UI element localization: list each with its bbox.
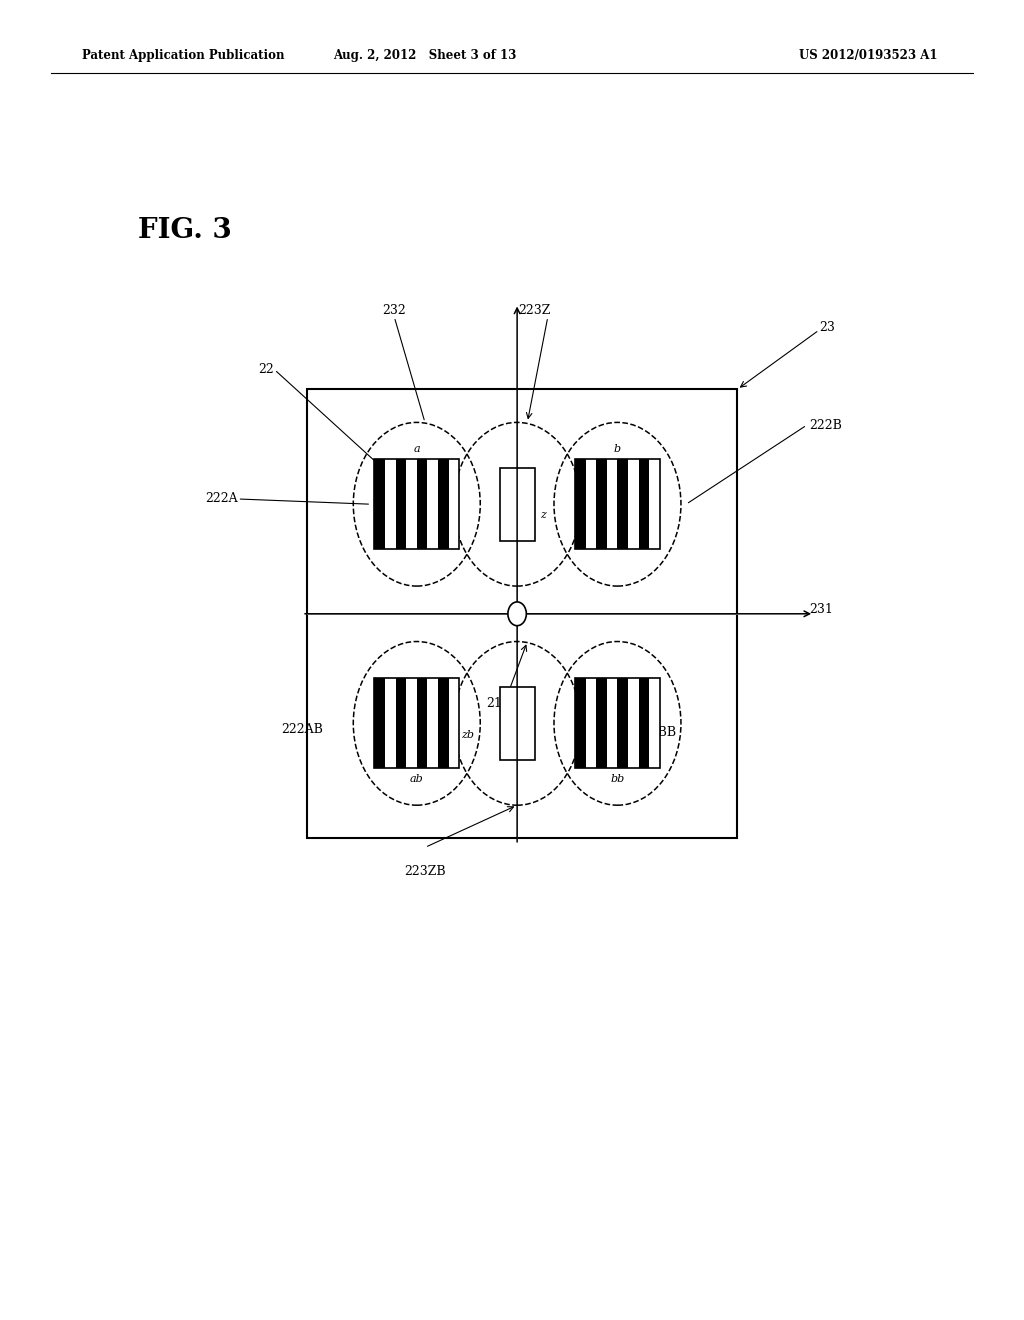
Text: z: z <box>540 510 546 520</box>
Bar <box>575 678 659 768</box>
Bar <box>575 459 659 549</box>
Text: 21: 21 <box>486 697 503 710</box>
Bar <box>395 678 407 768</box>
Bar <box>375 459 385 549</box>
Bar <box>617 678 628 768</box>
Bar <box>575 678 659 768</box>
Bar <box>639 459 649 549</box>
Bar <box>417 678 427 768</box>
Text: 222A: 222A <box>205 492 238 506</box>
Bar <box>375 459 460 549</box>
Text: FIG. 3: FIG. 3 <box>138 218 232 244</box>
Text: Aug. 2, 2012   Sheet 3 of 13: Aug. 2, 2012 Sheet 3 of 13 <box>333 49 517 62</box>
Text: 223Z: 223Z <box>518 304 551 317</box>
Text: zb: zb <box>462 730 474 741</box>
Bar <box>575 678 586 768</box>
Text: 223ZB: 223ZB <box>404 865 445 878</box>
Bar <box>500 686 535 759</box>
Text: 23: 23 <box>819 321 836 334</box>
Text: ab: ab <box>410 774 424 784</box>
Bar <box>375 678 460 768</box>
Text: 222B: 222B <box>809 418 842 432</box>
Text: 222AB: 222AB <box>282 723 323 737</box>
Bar <box>575 459 586 549</box>
Text: US 2012/0193523 A1: US 2012/0193523 A1 <box>799 49 937 62</box>
Bar <box>500 467 535 541</box>
Bar <box>596 459 607 549</box>
Text: a: a <box>414 444 420 454</box>
Text: 22: 22 <box>259 363 274 376</box>
Text: Patent Application Publication: Patent Application Publication <box>82 49 285 62</box>
Circle shape <box>508 602 526 626</box>
Bar <box>375 678 385 768</box>
Bar <box>438 459 449 549</box>
Bar <box>639 678 649 768</box>
Bar <box>575 459 659 549</box>
Bar <box>307 389 737 838</box>
Text: 232: 232 <box>382 304 407 317</box>
Bar <box>617 459 628 549</box>
Text: 222BB: 222BB <box>634 726 677 739</box>
Text: bb: bb <box>610 774 625 784</box>
Bar <box>438 678 449 768</box>
Bar <box>375 678 460 768</box>
Text: b: b <box>614 444 621 454</box>
Bar <box>596 678 607 768</box>
Bar <box>395 459 407 549</box>
Bar <box>417 459 427 549</box>
Text: 231: 231 <box>809 603 833 616</box>
Bar <box>375 459 460 549</box>
